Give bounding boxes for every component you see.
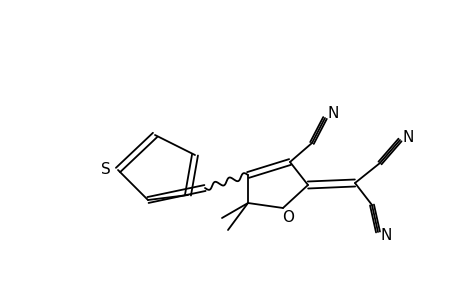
Text: N: N — [380, 229, 391, 244]
Text: S: S — [101, 163, 111, 178]
Text: O: O — [281, 209, 293, 224]
Text: N: N — [327, 106, 338, 122]
Text: N: N — [402, 130, 413, 145]
